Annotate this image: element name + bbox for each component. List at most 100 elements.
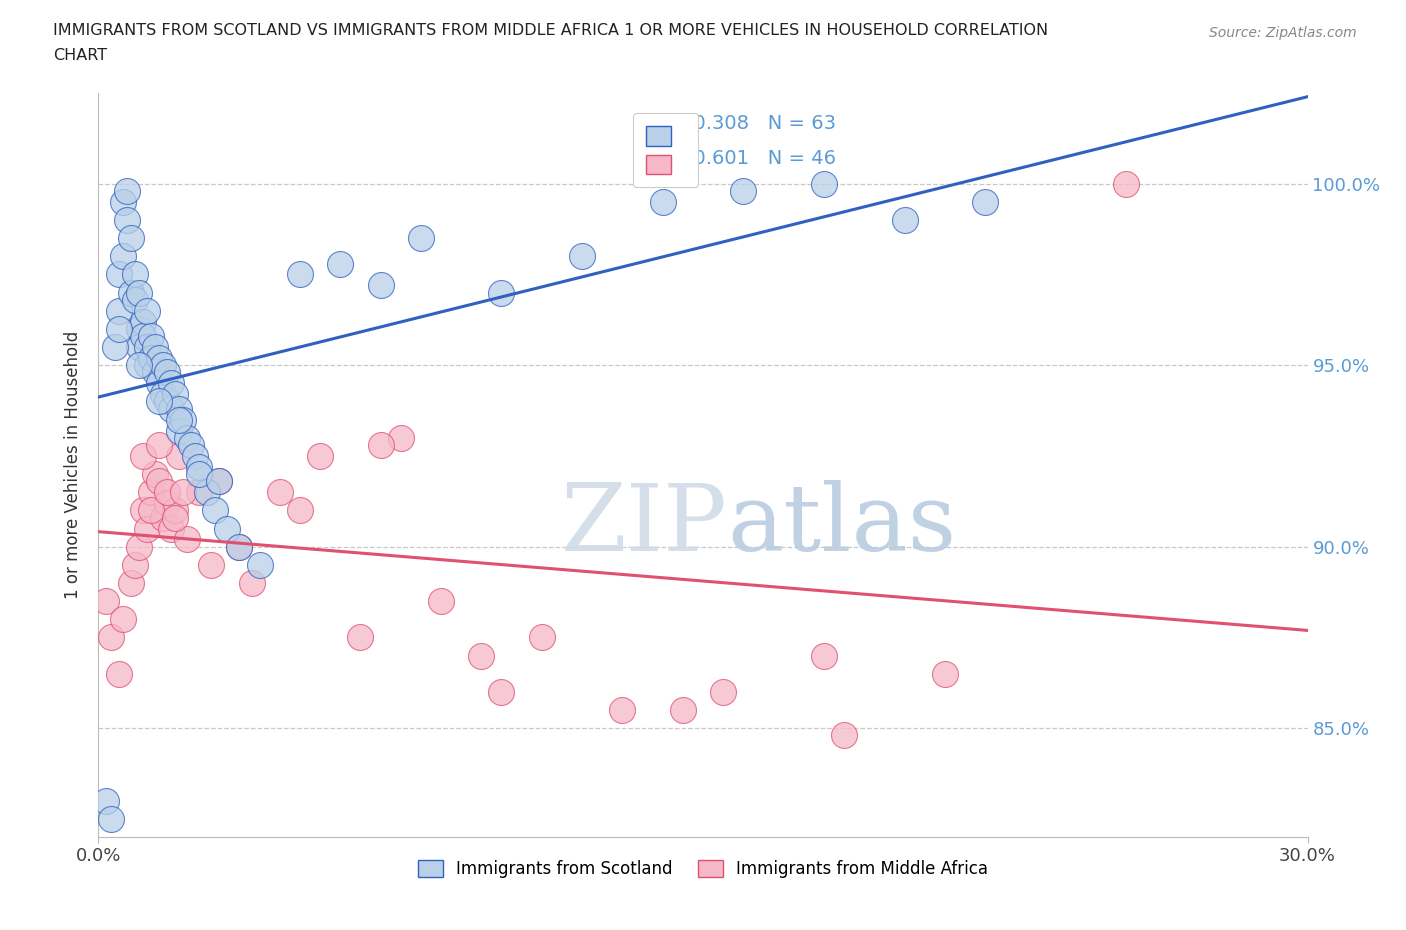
Point <box>96 593 118 608</box>
Point <box>180 438 202 453</box>
Point <box>163 503 186 518</box>
Point <box>813 177 835 192</box>
Point <box>115 213 138 228</box>
Point <box>269 485 291 499</box>
Point <box>132 314 155 329</box>
Text: Source: ZipAtlas.com: Source: ZipAtlas.com <box>1209 26 1357 40</box>
Point <box>176 532 198 547</box>
Point <box>163 387 186 402</box>
Point <box>156 394 179 409</box>
Point <box>228 539 250 554</box>
Point <box>160 521 183 536</box>
Point <box>139 328 162 343</box>
Point <box>156 496 179 511</box>
Point <box>128 339 150 354</box>
Point <box>135 358 157 373</box>
Text: atlas: atlas <box>727 480 956 569</box>
Text: R = 0.308   N = 63: R = 0.308 N = 63 <box>651 113 837 133</box>
Point <box>128 322 150 337</box>
Point <box>571 249 593 264</box>
Point <box>188 485 211 499</box>
Point <box>139 503 162 518</box>
Point <box>156 365 179 379</box>
Point <box>188 459 211 474</box>
Point <box>135 521 157 536</box>
Point <box>711 684 734 699</box>
Point <box>107 666 129 681</box>
Point <box>139 351 162 365</box>
Text: IMMIGRANTS FROM SCOTLAND VS IMMIGRANTS FROM MIDDLE AFRICA 1 OR MORE VEHICLES IN : IMMIGRANTS FROM SCOTLAND VS IMMIGRANTS F… <box>53 23 1049 38</box>
Point <box>152 358 174 373</box>
Point <box>160 376 183 391</box>
Point <box>167 423 190 438</box>
Point <box>409 231 432 246</box>
Point <box>148 376 170 391</box>
Point <box>107 267 129 282</box>
Point <box>389 431 412 445</box>
Point <box>148 474 170 489</box>
Point <box>813 648 835 663</box>
Point <box>288 503 311 518</box>
Point <box>217 521 239 536</box>
Point <box>111 249 134 264</box>
Point <box>672 702 695 717</box>
Point <box>200 557 222 572</box>
Point <box>111 194 134 209</box>
Point <box>124 267 146 282</box>
Point <box>195 485 218 499</box>
Point <box>160 402 183 417</box>
Point <box>1115 177 1137 192</box>
Point <box>148 438 170 453</box>
Point <box>115 183 138 198</box>
Point <box>143 339 166 354</box>
Point <box>934 666 956 681</box>
Point <box>240 576 263 591</box>
Point <box>100 630 122 644</box>
Point <box>120 231 142 246</box>
Point <box>204 503 226 518</box>
Point <box>832 728 855 743</box>
Point <box>128 358 150 373</box>
Point <box>120 286 142 300</box>
Point <box>249 557 271 572</box>
Point <box>143 467 166 482</box>
Point <box>208 474 231 489</box>
Point <box>974 194 997 209</box>
Point <box>107 322 129 337</box>
Point <box>135 303 157 318</box>
Legend: Immigrants from Scotland, Immigrants from Middle Africa: Immigrants from Scotland, Immigrants fro… <box>411 853 995 884</box>
Point <box>491 286 513 300</box>
Point <box>148 351 170 365</box>
Text: ZIP: ZIP <box>561 480 727 569</box>
Point <box>132 503 155 518</box>
Point <box>143 365 166 379</box>
Point <box>370 438 392 453</box>
Point <box>124 292 146 307</box>
Point <box>349 630 371 644</box>
Point <box>156 485 179 499</box>
Point <box>152 387 174 402</box>
Point <box>172 485 194 499</box>
Point <box>188 467 211 482</box>
Point <box>163 511 186 525</box>
Point <box>167 412 190 427</box>
Point <box>139 485 162 499</box>
Point <box>111 612 134 627</box>
Point <box>96 793 118 808</box>
Point <box>893 213 915 228</box>
Point <box>370 278 392 293</box>
Point <box>329 256 352 271</box>
Point <box>733 183 755 198</box>
Point <box>309 448 332 463</box>
Point <box>124 557 146 572</box>
Point <box>100 811 122 826</box>
Point <box>128 286 150 300</box>
Point <box>152 511 174 525</box>
Point <box>132 448 155 463</box>
Point <box>530 630 553 644</box>
Point <box>228 539 250 554</box>
Point <box>167 402 190 417</box>
Point <box>172 412 194 427</box>
Point <box>128 539 150 554</box>
Point <box>491 684 513 699</box>
